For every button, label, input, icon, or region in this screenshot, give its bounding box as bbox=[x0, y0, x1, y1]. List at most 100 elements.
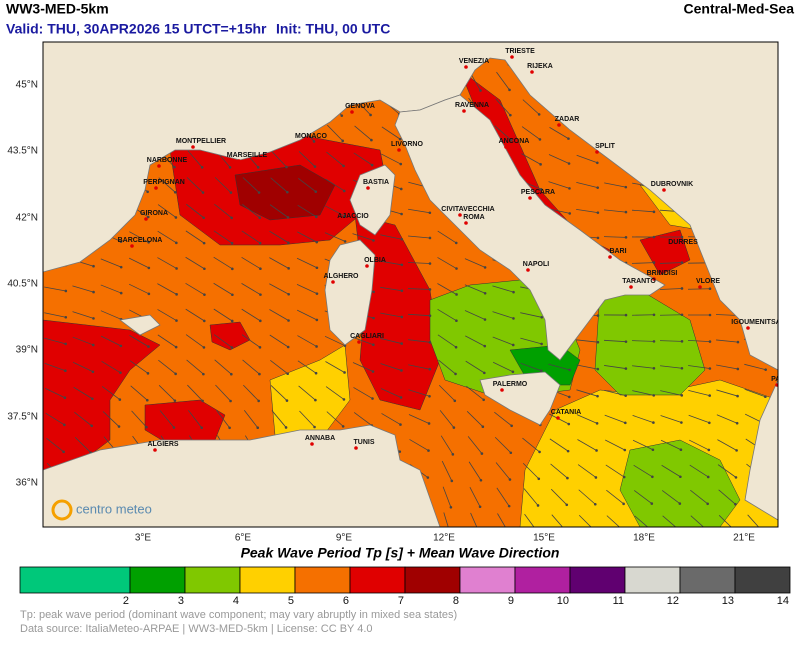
arrow-head bbox=[509, 478, 512, 481]
arrow-head bbox=[197, 532, 200, 535]
arrow-head bbox=[120, 266, 123, 269]
arrow-head bbox=[175, 267, 178, 270]
arrow-head bbox=[455, 242, 458, 245]
color-swatch bbox=[735, 567, 790, 593]
arrow-head bbox=[286, 372, 289, 375]
arrow-head bbox=[593, 529, 596, 532]
arrow-head bbox=[372, 239, 375, 242]
city-dot bbox=[331, 280, 335, 284]
city-label: BASTIA bbox=[363, 179, 389, 186]
arrow-head bbox=[681, 367, 684, 370]
arrow bbox=[688, 289, 710, 290]
city-label: GENOVA bbox=[345, 103, 375, 110]
arrow-head bbox=[482, 425, 485, 428]
arrow-head bbox=[594, 503, 597, 506]
arrow-head bbox=[597, 211, 600, 214]
arrow-head bbox=[231, 242, 234, 245]
color-swatch bbox=[405, 567, 460, 593]
city-label: ALGHERO bbox=[324, 273, 360, 280]
lead-time: T=+15hr bbox=[212, 21, 267, 37]
arrow-head bbox=[537, 504, 540, 507]
city-label: TARANTO bbox=[622, 278, 656, 285]
arrow-head bbox=[538, 451, 541, 454]
arrow-head bbox=[175, 346, 178, 349]
arrow-head bbox=[230, 373, 233, 376]
city-label: LIVORNO bbox=[391, 141, 423, 148]
arrow-head bbox=[400, 213, 403, 216]
arrow-head bbox=[228, 426, 231, 429]
arrow-head bbox=[202, 216, 205, 219]
arrow-head bbox=[484, 292, 487, 295]
city-label: BARI bbox=[609, 248, 626, 255]
arrow-head bbox=[708, 449, 711, 452]
lat-label: 42°N bbox=[16, 213, 38, 224]
arrow-head bbox=[624, 394, 627, 397]
arrow-head bbox=[230, 217, 233, 220]
arrow-head bbox=[310, 532, 313, 535]
arrow-head bbox=[764, 395, 767, 398]
arrow-head bbox=[314, 399, 317, 402]
arrow-head bbox=[258, 216, 261, 219]
arrow-head bbox=[708, 394, 711, 397]
arrow-head bbox=[175, 319, 178, 322]
arrow-head bbox=[286, 399, 289, 402]
arrow-head bbox=[400, 369, 403, 372]
arrow-head bbox=[342, 165, 345, 168]
arrow-head bbox=[735, 449, 738, 452]
arrow-head bbox=[203, 267, 206, 270]
arrow-head bbox=[400, 342, 403, 345]
arrow-head bbox=[540, 343, 543, 346]
arrow-head bbox=[652, 421, 655, 424]
arrow-head bbox=[257, 400, 260, 403]
colorbar-tick: 11 bbox=[613, 595, 624, 607]
arrow-head bbox=[253, 532, 256, 535]
city-dot bbox=[350, 110, 354, 114]
arrow-head bbox=[679, 475, 682, 478]
color-swatch bbox=[20, 567, 130, 593]
legend-title: Peak Wave Period Tp [s] + Mean Wave Dire… bbox=[241, 545, 560, 561]
arrow-head bbox=[316, 266, 319, 269]
arrow-head bbox=[287, 267, 290, 270]
arrow-head bbox=[342, 425, 345, 428]
arrow-head bbox=[90, 424, 93, 427]
city-dot bbox=[153, 448, 157, 452]
city-dot bbox=[366, 186, 370, 190]
arrow-head bbox=[169, 532, 172, 535]
arrow-head bbox=[343, 371, 346, 374]
city-dot bbox=[144, 217, 148, 221]
arrow-head bbox=[653, 313, 656, 316]
arrow-head bbox=[623, 476, 626, 479]
arrow-head bbox=[540, 369, 543, 372]
city-label: RIJEKA bbox=[527, 63, 553, 70]
arrow-head bbox=[396, 530, 399, 533]
arrow-head bbox=[174, 399, 177, 402]
city-label: PERPIGNAN bbox=[143, 179, 185, 186]
arrow-head bbox=[287, 346, 290, 349]
arrow-head bbox=[567, 137, 570, 140]
arrow-head bbox=[709, 367, 712, 370]
colorbar-tick: 12 bbox=[667, 595, 679, 607]
arrow-head bbox=[429, 237, 432, 240]
colorbar-tick: 5 bbox=[288, 595, 294, 607]
arrow-head bbox=[622, 529, 625, 532]
arrow-head bbox=[343, 190, 346, 193]
arrow-head bbox=[451, 480, 454, 483]
arrow-head bbox=[653, 340, 656, 343]
city-dot bbox=[237, 159, 241, 163]
city-label: MONACO bbox=[295, 133, 327, 140]
lat-label: 37.5°N bbox=[7, 412, 38, 423]
arrow-head bbox=[371, 164, 374, 167]
arrow-head bbox=[596, 161, 599, 164]
arrow-head bbox=[568, 212, 571, 215]
arrow-head bbox=[679, 502, 682, 505]
arrow-head bbox=[316, 319, 319, 322]
arrow-head bbox=[202, 373, 205, 376]
city-label: VENEZIA bbox=[459, 58, 489, 65]
arrow-head bbox=[484, 266, 487, 269]
city-label: CATANIA bbox=[551, 409, 581, 416]
arrow-head bbox=[401, 264, 404, 267]
color-swatch bbox=[680, 567, 735, 593]
arrow-head bbox=[483, 345, 486, 348]
